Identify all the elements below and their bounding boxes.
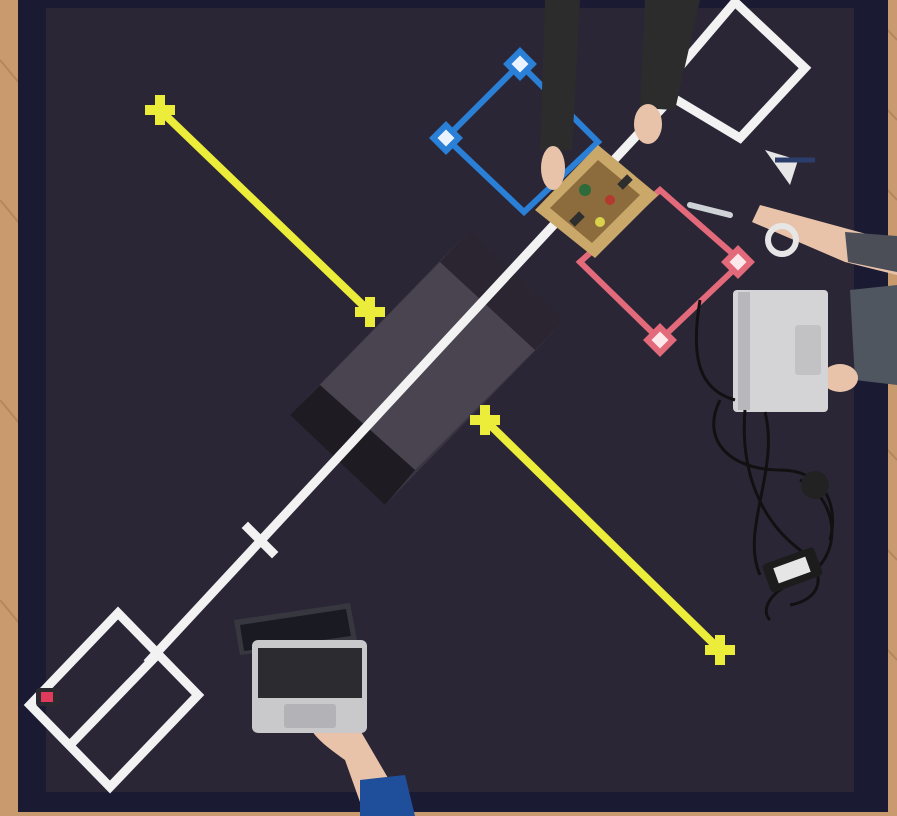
headphones [801,471,829,499]
small-robot-bottom-left [36,688,60,706]
yellow-tape-right [470,405,735,665]
people-hands [304,0,897,816]
laptop-right [733,290,828,412]
yellow-tape-left [145,95,385,327]
blue-square-marker [429,47,603,217]
robot-circuit-board [535,145,658,258]
white-square-bottom-left [23,606,205,794]
power-adapter-label [773,556,811,584]
tools [687,150,815,257]
white-square-top-right [653,0,812,144]
laptop-bottom [234,603,367,733]
